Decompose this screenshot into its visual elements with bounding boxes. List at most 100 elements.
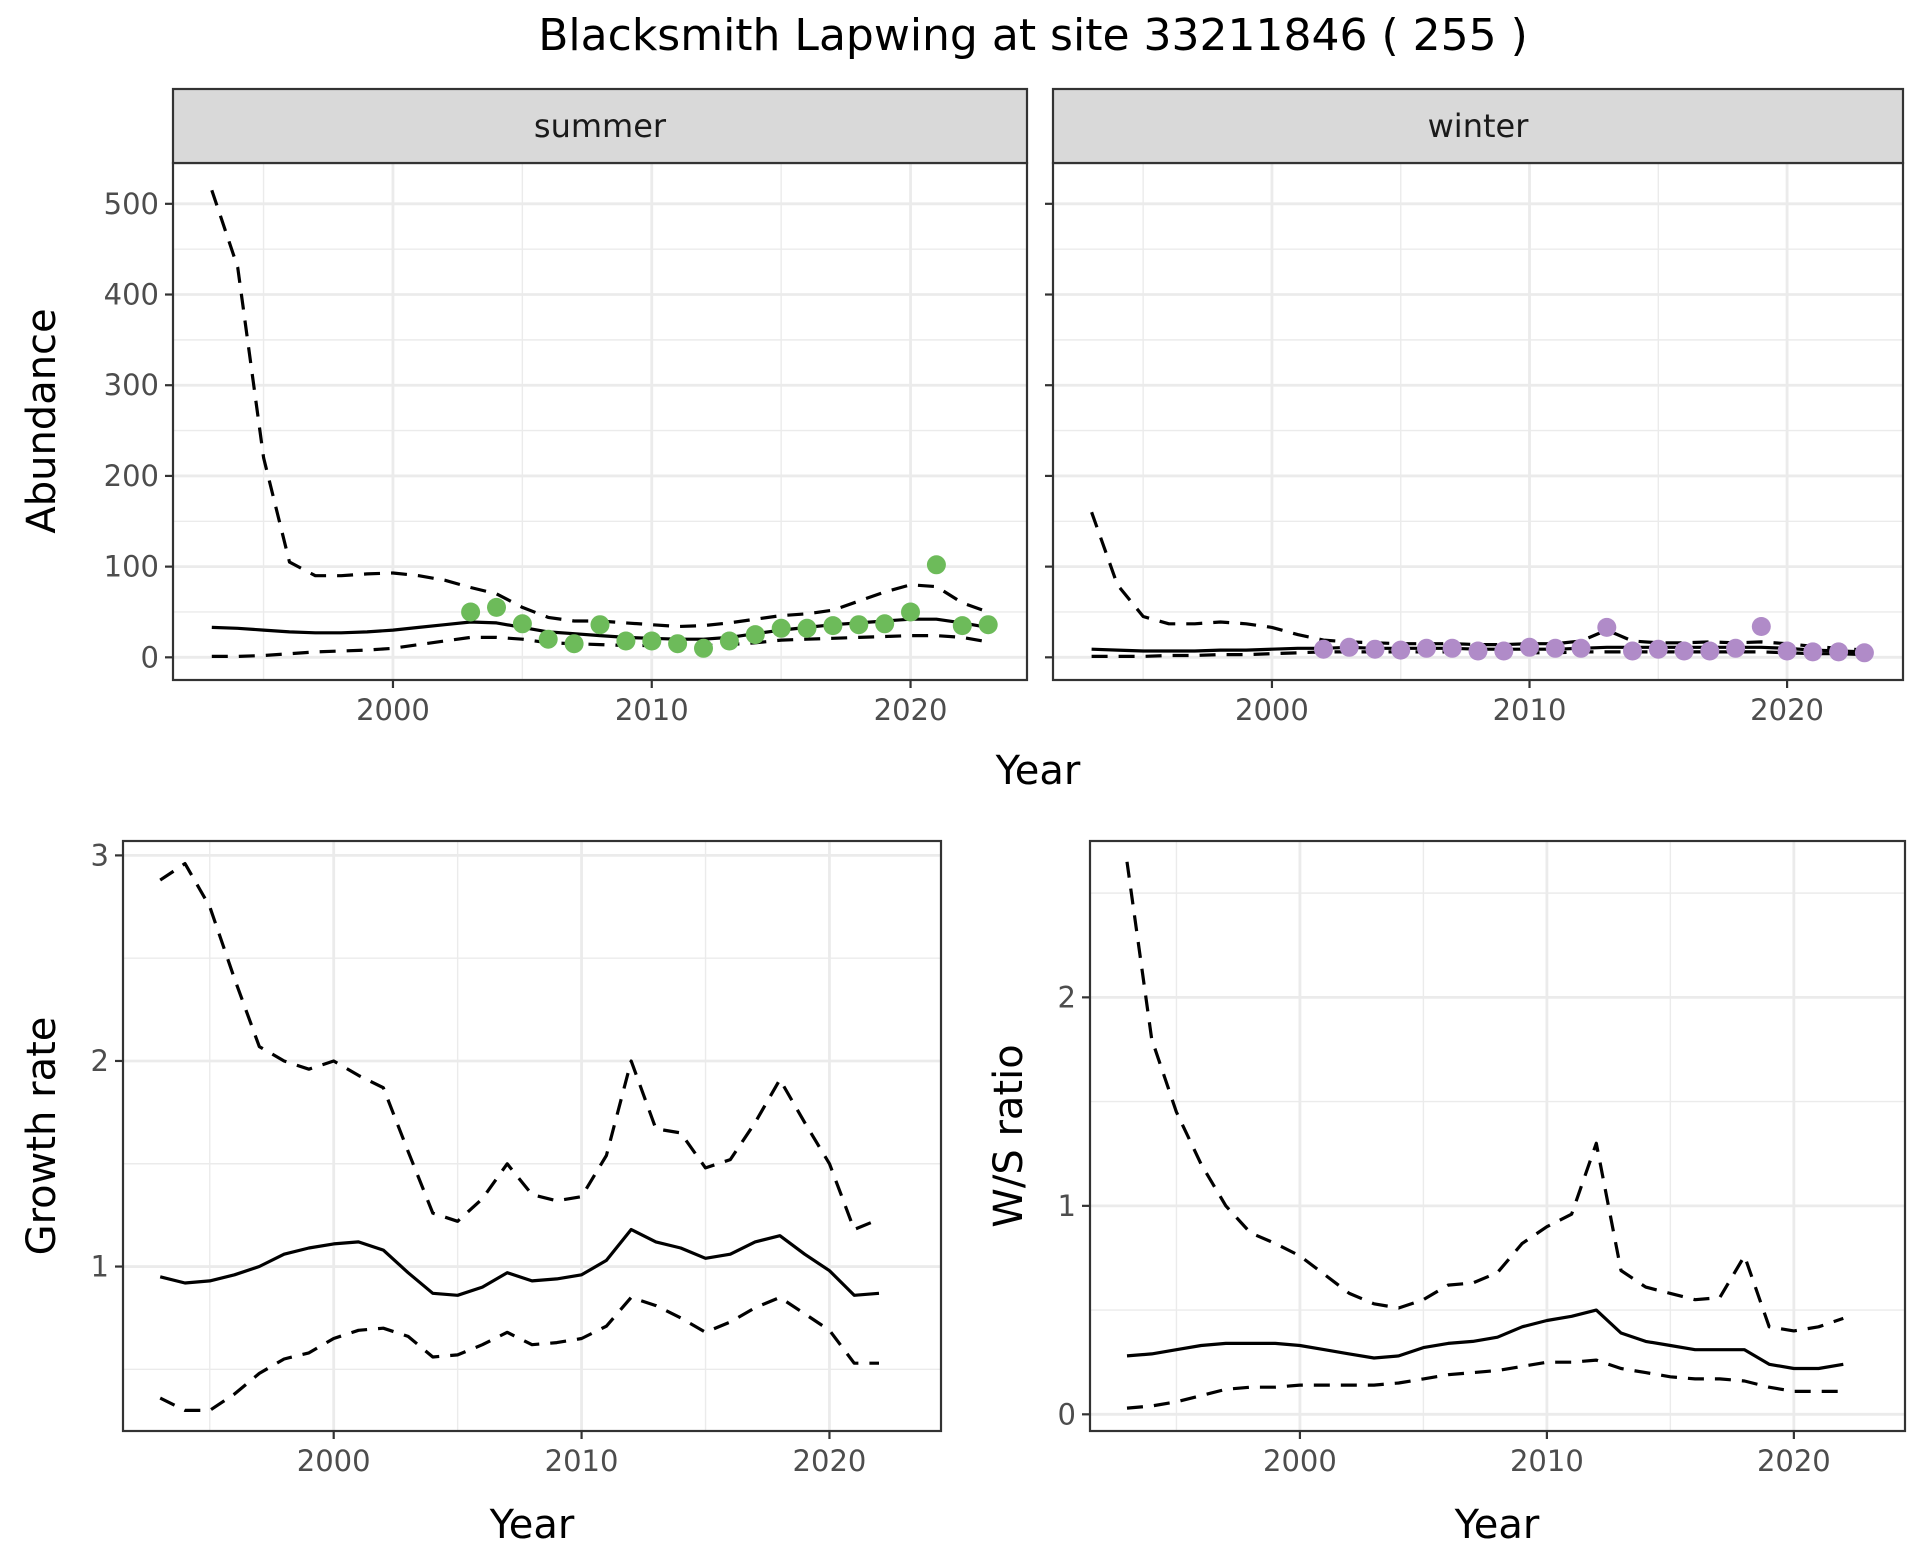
y-tick-label: 1	[91, 1250, 109, 1284]
series-line-upper	[159, 861, 880, 1232]
observed-point	[1648, 639, 1668, 659]
observed-point	[1391, 640, 1411, 660]
panel-ratio: 2000 2010 2020 0 1 2 W/S ratio Year	[986, 839, 1907, 1548]
series-line-lower	[159, 1295, 879, 1413]
observed-point	[616, 631, 636, 651]
observed-point	[1597, 617, 1617, 637]
x-axis-title: Year	[489, 1502, 575, 1548]
observed-point	[538, 629, 558, 649]
y-tick-label: 400	[104, 278, 159, 312]
observed-point	[1777, 641, 1797, 661]
series-group	[210, 189, 998, 659]
panel-border	[1088, 839, 1907, 1433]
x-axis-title: Year	[1454, 1502, 1540, 1548]
observed-point	[1571, 638, 1591, 658]
observed-point	[1751, 617, 1771, 636]
x-tick-label: 2010	[615, 693, 689, 727]
series-line-lower	[1126, 1358, 1844, 1410]
series-group	[1090, 511, 1874, 663]
y-axis-title: W/S ratio	[986, 1044, 1032, 1227]
y-tick-label: 2	[1058, 980, 1076, 1014]
plot-background	[173, 163, 1027, 680]
x-axis-title-top-row: Year	[995, 748, 1081, 794]
panels-layer: summer 2000 2010 2020 0 100 200 300 400 500 Abunda…	[19, 87, 1907, 1548]
x-tick-label: 2000	[1235, 693, 1309, 727]
x-tick-label: 2020	[793, 1444, 867, 1478]
y-tick-label: 100	[104, 550, 159, 584]
series-line-upper	[1090, 511, 1865, 652]
panel-growth: 2000 2010 2020 1 2 3 Growth rate Year	[19, 838, 943, 1548]
series-line-estimate	[159, 1227, 880, 1297]
x-tick-label: 2010	[545, 1444, 619, 1478]
observed-point	[1803, 642, 1823, 662]
figure-title: Blacksmith Lapwing at site 33211846 ( 25…	[538, 10, 1527, 61]
x-tick-label: 2010	[1510, 1444, 1584, 1478]
series-line-lower	[211, 633, 989, 659]
plot-background	[1053, 163, 1903, 680]
observed-point	[901, 602, 920, 622]
observed-point	[694, 638, 713, 658]
observed-point	[1339, 637, 1359, 657]
observed-point	[978, 615, 998, 635]
observed-point	[719, 631, 739, 651]
observed-point	[1545, 638, 1565, 658]
x-tick-label: 2020	[874, 693, 948, 727]
y-tick-label: 1	[1058, 1189, 1076, 1223]
observed-point	[1417, 638, 1436, 658]
observed-point	[823, 616, 843, 636]
observed-point	[590, 615, 610, 635]
y-axis-title: Abundance	[19, 308, 65, 533]
observed-point	[564, 634, 584, 654]
series-group	[159, 861, 880, 1413]
observed-point	[461, 602, 481, 622]
observed-point	[1442, 638, 1462, 658]
facet-strip	[171, 87, 1029, 165]
y-tick-label: 500	[104, 187, 159, 221]
panel-border	[121, 839, 943, 1433]
observed-point	[1314, 639, 1333, 659]
observed-point	[797, 618, 817, 638]
facet-strip-label: summer	[534, 107, 667, 145]
observed-point	[668, 634, 688, 654]
y-tick-label: 0	[141, 640, 159, 674]
observed-point	[745, 625, 765, 645]
y-tick-label: 2	[91, 1044, 109, 1078]
x-tick-label: 2000	[356, 693, 430, 727]
plot-background	[1090, 841, 1905, 1431]
x-tick-label: 2000	[1263, 1444, 1337, 1478]
observed-point	[1674, 641, 1694, 661]
observed-point	[875, 614, 895, 634]
y-tick-label: 3	[91, 838, 109, 872]
series-line-upper	[1125, 861, 1844, 1333]
y-axis-title: Growth rate	[19, 1017, 65, 1256]
facet-strip	[1051, 87, 1905, 165]
observed-point	[642, 631, 662, 651]
series-group	[1125, 861, 1844, 1410]
x-tick-label: 2020	[1757, 1444, 1831, 1478]
series-line-estimate	[1126, 1308, 1844, 1371]
observed-point	[1623, 641, 1642, 661]
observed-point	[1365, 639, 1385, 659]
observed-point	[771, 618, 791, 638]
observed-point	[487, 597, 506, 617]
observed-point	[849, 615, 869, 635]
panel-summer: summer 2000 2010 2020 0 100 200 300 400 500 Abunda…	[19, 87, 1029, 727]
observed-point	[952, 616, 972, 636]
plot-background	[123, 841, 941, 1431]
x-tick-label: 2020	[1750, 693, 1824, 727]
observed-point	[1520, 637, 1539, 657]
observed-point	[1726, 638, 1746, 658]
observed-point	[1829, 642, 1849, 662]
facet-strip-label: winter	[1428, 107, 1530, 145]
y-tick-label: 300	[104, 368, 159, 402]
observed-point	[1854, 643, 1874, 663]
y-tick-label: 0	[1058, 1397, 1076, 1431]
observed-point	[1494, 641, 1514, 661]
observed-point	[512, 614, 532, 634]
x-tick-label: 2010	[1493, 693, 1567, 727]
panel-winter: winter 2000 2010 2020	[1045, 87, 1905, 727]
observed-point	[926, 555, 946, 575]
observed-point	[1468, 641, 1488, 661]
x-tick-label: 2000	[297, 1444, 371, 1478]
